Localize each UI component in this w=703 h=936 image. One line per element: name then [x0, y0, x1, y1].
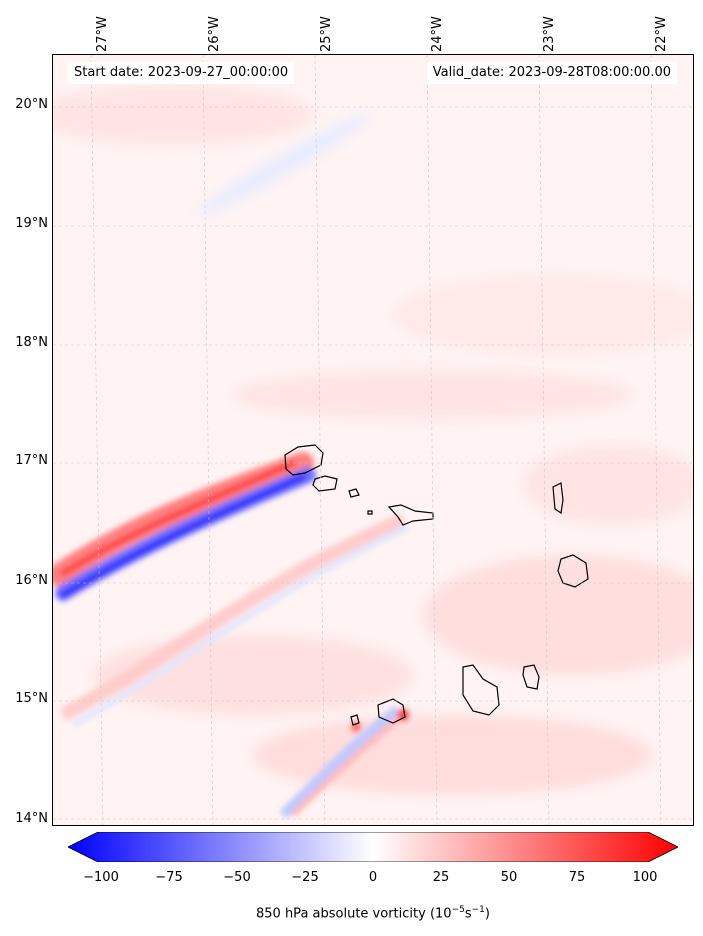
map-panel [52, 54, 694, 826]
lon-tick-label: 27°W [95, 16, 110, 52]
colorbar-tick-label: 75 [568, 870, 586, 885]
vorticity-band-north [53, 452, 316, 601]
colorbar-tick-label: 25 [432, 870, 450, 885]
lat-tick-label: 14°N [15, 811, 48, 826]
colorbar-tick-label: 100 [632, 870, 658, 885]
lon-tick-label: 25°W [319, 16, 334, 52]
colorbar-tick-label: 50 [500, 870, 518, 885]
colorbar-tick-label: −25 [291, 870, 319, 885]
vorticity-map [53, 55, 693, 825]
lon-tick-label: 26°W [207, 16, 222, 52]
lon-tick-label: 24°W [430, 16, 445, 52]
colorbar-tick-label: 0 [368, 870, 378, 885]
lon-tick-label: 23°W [542, 16, 557, 52]
lat-tick-label: 15°N [15, 691, 48, 706]
start-date-label: Start date: 2023-09-27_00:00:00 [68, 62, 295, 84]
lat-tick-label: 18°N [15, 335, 48, 350]
lat-tick-label: 19°N [15, 216, 48, 231]
colorbar-tick-label: −75 [155, 870, 183, 885]
valid-date-label: Valid_date: 2023-09-28T08:00:00.00 [426, 62, 677, 84]
colorbar-tick-label: −100 [83, 870, 119, 885]
colorbar-tick-label: −50 [223, 870, 251, 885]
lat-tick-label: 20°N [15, 97, 48, 112]
gridlines [53, 55, 693, 825]
lat-tick-label: 16°N [15, 573, 48, 588]
lat-tick-label: 17°N [15, 453, 48, 468]
lon-tick-label: 22°W [654, 16, 669, 52]
background-patches [53, 85, 693, 795]
vorticity-band-middle [59, 513, 410, 728]
colorbar-title: 850 hPa absolute vorticity (10−5s−1) [256, 905, 490, 922]
colorbar [68, 832, 678, 862]
